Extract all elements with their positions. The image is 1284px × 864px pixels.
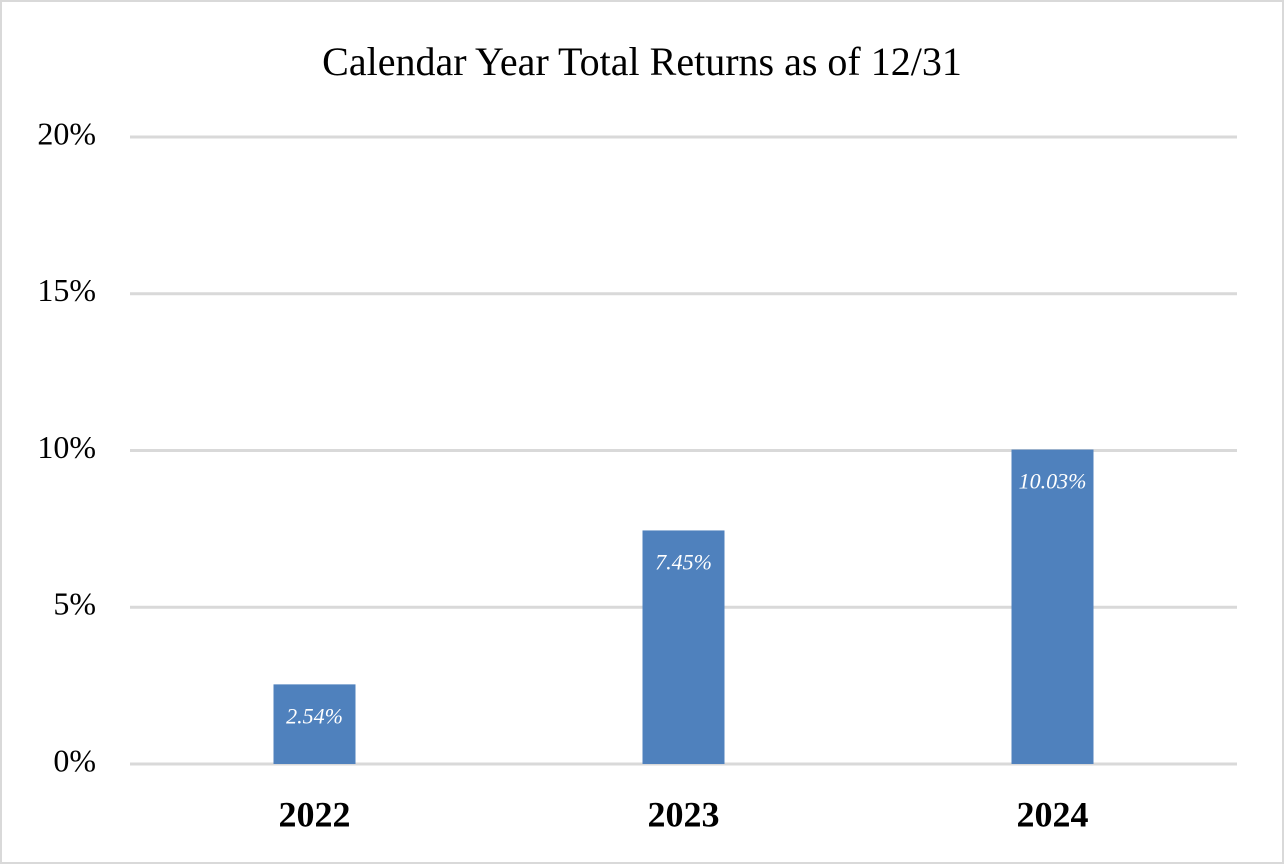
y-tick-label: 15% xyxy=(37,272,96,308)
bar xyxy=(642,530,725,764)
data-label: 7.45% xyxy=(655,549,712,574)
x-tick-label: 2024 xyxy=(1017,794,1089,834)
y-tick-label: 0% xyxy=(53,742,96,778)
data-label: 2.54% xyxy=(286,703,343,728)
x-tick-label: 2022 xyxy=(279,794,351,834)
bar xyxy=(1011,449,1094,764)
chart-title: Calendar Year Total Returns as of 12/31 xyxy=(322,39,962,84)
y-tick-label: 5% xyxy=(53,586,96,622)
bar xyxy=(273,684,356,764)
y-tick-label: 10% xyxy=(37,429,96,465)
y-tick-label: 20% xyxy=(37,115,96,151)
data-label: 10.03% xyxy=(1019,469,1087,494)
x-tick-label: 2023 xyxy=(648,794,720,834)
